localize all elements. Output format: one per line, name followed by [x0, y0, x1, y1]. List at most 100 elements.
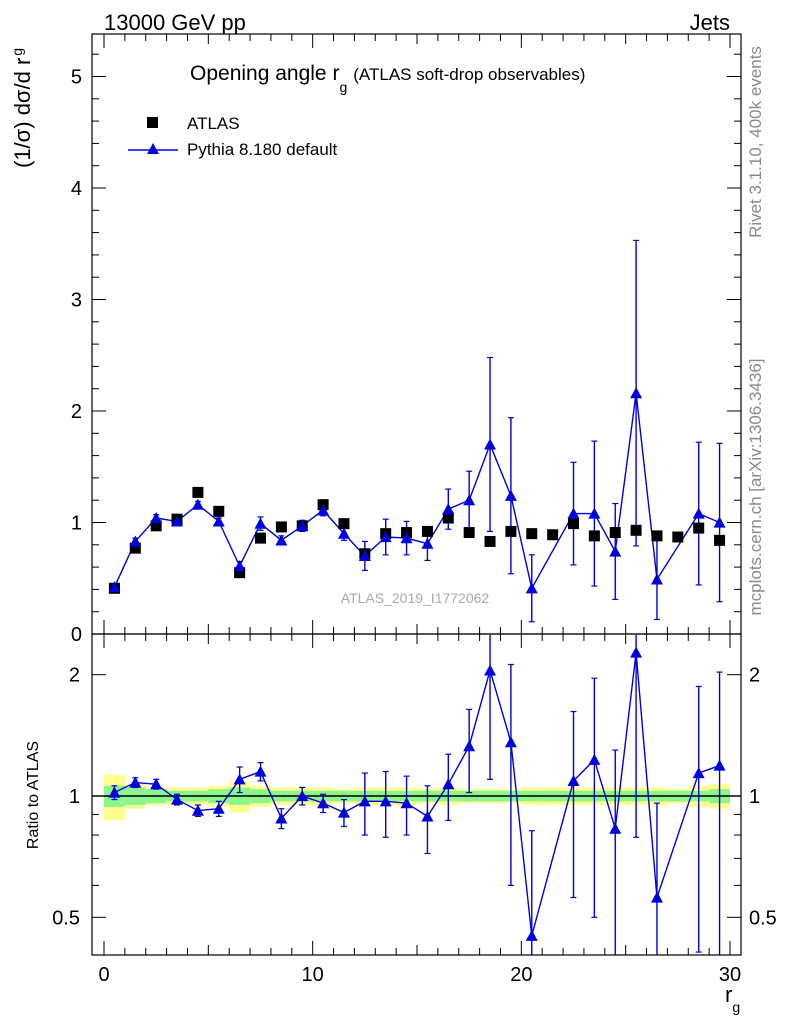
mc-data-point: [630, 387, 643, 399]
mc-data-point: [484, 438, 497, 450]
mc-data-point: [421, 537, 434, 549]
mc-data-point: [504, 489, 517, 501]
chart-title-main: Opening angle r: [190, 62, 339, 85]
x-tick-label: 20: [510, 964, 532, 986]
mc-data-point: [442, 503, 455, 515]
y-tick-label: 5: [71, 67, 82, 89]
atlas-data-point: [547, 529, 559, 541]
x-tick-label: 10: [302, 964, 324, 986]
ratio-series-line: [114, 652, 720, 936]
mc-data-point: [379, 530, 392, 543]
x-axis-label-main: r: [725, 982, 732, 1007]
ratio-data-point: [588, 753, 601, 765]
ratio-data-point: [275, 812, 288, 824]
mcplots-credit-label: mcplots.cern.ch [arXiv:1306.3436]: [746, 358, 765, 615]
ratio-data-point: [317, 797, 330, 809]
x-axis-label: rg: [725, 982, 740, 1015]
legend-label-atlas: ATLAS: [187, 114, 240, 133]
main-panel: 0 1 2 3 4 5: [71, 33, 742, 646]
ratio-data-point: [296, 790, 309, 802]
mc-data-point: [212, 515, 225, 527]
atlas-data-point: [255, 532, 266, 544]
ratio-data-point: [692, 767, 705, 779]
ratio-tick-label-left: 1: [69, 786, 80, 808]
y-axis-label-sub: g: [9, 48, 25, 56]
ratio-data-point: [609, 822, 622, 834]
atlas-data-point: [129, 542, 141, 554]
mc-data-point: [692, 507, 705, 519]
y-tick-label: 2: [71, 401, 82, 423]
ratio-data-point: [525, 929, 538, 941]
mc-data-point: [171, 515, 184, 527]
ratio-data-point: [484, 664, 497, 676]
mc-data-point: [296, 519, 309, 531]
ratio-data-point: [421, 810, 434, 822]
chart-title-rest: (ATLAS soft-drop observables): [353, 65, 585, 84]
legend-marker-atlas: [147, 117, 158, 128]
mc-data-point: [129, 535, 142, 547]
atlas-data-point: [609, 527, 621, 539]
ratio-data-point: [129, 776, 142, 788]
atlas-data-point: [484, 535, 496, 547]
mc-data-point: [254, 517, 267, 529]
y-tick-label: 0: [71, 624, 82, 646]
ratio-data-point: [463, 740, 476, 752]
atlas-data-point: [526, 528, 538, 540]
atlas-data-point: [463, 527, 475, 539]
atlas-data-point: [338, 518, 350, 530]
legend-marker-pythia: [147, 143, 159, 154]
ratio-data-point: [254, 765, 267, 777]
atlas-data-point: [275, 521, 287, 533]
ratio-data-point: [171, 793, 184, 805]
analysis-watermark: ATLAS_2019_I1772062: [341, 590, 490, 606]
atlas-data-point: [630, 524, 642, 536]
atlas-data-point: [693, 522, 705, 534]
mc-data-point: [108, 581, 121, 593]
atlas-data-point: [421, 525, 433, 537]
mc-data-point: [150, 512, 163, 524]
y-tick-label: 3: [71, 290, 82, 312]
ratio-data-point: [150, 778, 163, 790]
x-tick-label: 0: [98, 964, 109, 986]
chart-title-sub: g: [339, 79, 347, 95]
ratio-tick-label-right: 2: [749, 665, 760, 687]
chart-title: Opening angle rg (ATLAS soft-drop observa…: [190, 62, 585, 95]
y-axis-label: (1/σ) dσ/d r g: [9, 48, 35, 168]
ratio-data-point: [650, 891, 663, 903]
atlas-data-point: [568, 518, 579, 530]
x-tick-label: 30: [719, 964, 741, 986]
x-axis-label-sub: g: [732, 999, 740, 1015]
mc-data-point: [463, 494, 476, 506]
rivet-version-label: Rivet 3.1.10, 400k events: [746, 46, 765, 238]
ratio-data-point: [713, 759, 726, 771]
mc-data-point: [191, 498, 204, 510]
ratio-data-point: [191, 804, 204, 816]
mc-data-point: [650, 573, 663, 585]
ratio-axis-label: Ratio to ATLAS: [25, 741, 42, 849]
ratio-tick-label-left: 0.5: [52, 907, 80, 929]
ratio-data-point: [630, 646, 643, 658]
mc-data-point: [358, 549, 371, 562]
ratio-data-point: [567, 774, 580, 787]
y-tick-label: 4: [71, 178, 82, 200]
ratio-data-point: [233, 773, 246, 785]
ratio-data-point: [504, 736, 517, 748]
atlas-data-point: [651, 530, 663, 542]
atlas-data-point: [192, 486, 204, 498]
mc-data-point: [567, 507, 580, 519]
mc-data-point: [233, 559, 246, 572]
mc-data-point: [588, 507, 601, 519]
ratio-panel: 0.5 0.51 12 20 10 20 30: [52, 633, 777, 986]
atlas-data-point: [150, 520, 162, 532]
mc-series-line: [113, 393, 720, 591]
mc-data-point: [275, 534, 288, 546]
ratio-frame: [91, 633, 742, 956]
atlas-data-point: [588, 530, 600, 542]
ratio-data-point: [108, 786, 121, 798]
mc-data-point: [713, 516, 726, 528]
atlas-data-point: [672, 531, 684, 543]
legend-label-pythia: Pythia 8.180 default: [187, 140, 338, 159]
ratio-data-point: [400, 797, 413, 809]
atlas-data-point: [442, 512, 454, 524]
